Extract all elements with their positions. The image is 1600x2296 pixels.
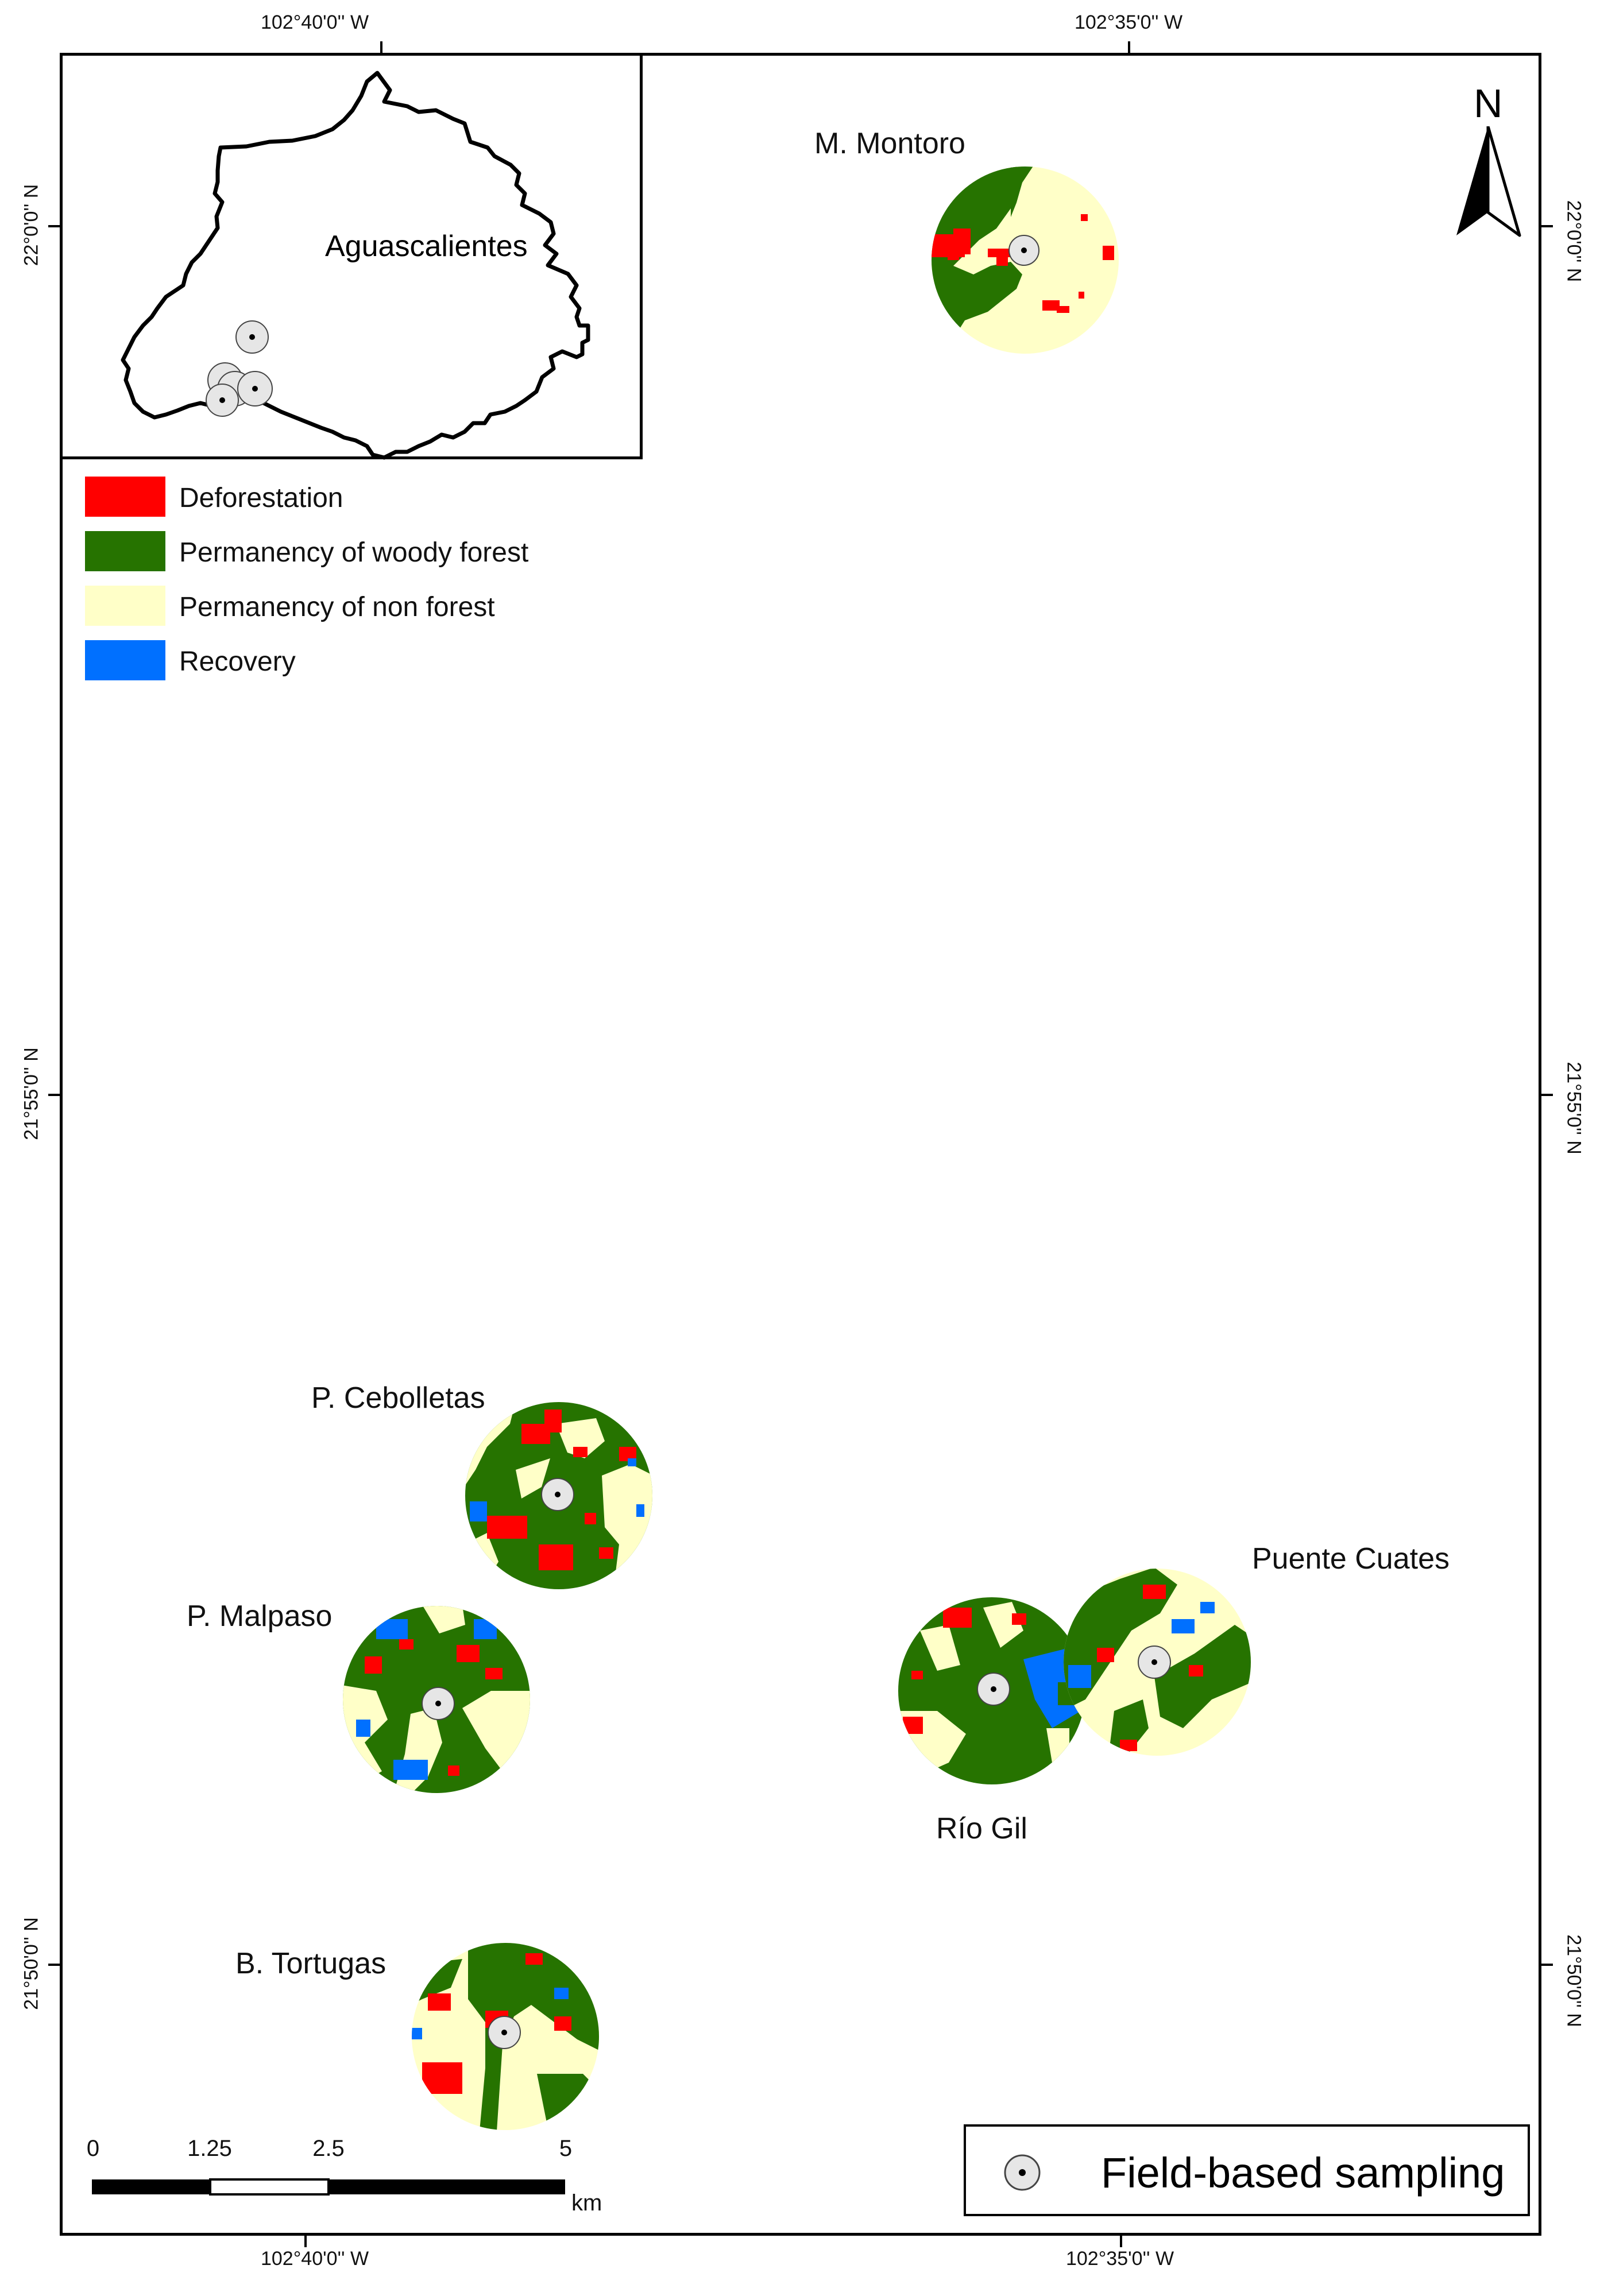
field-sampling-label: Field-based sampling (1101, 2149, 1505, 2197)
field-sampling-legend: Field-based sampling (964, 2124, 1530, 2216)
coord-left-top: 22°0'0'' N (20, 184, 42, 266)
site-label-rio-gil: Río Gil (936, 1812, 1027, 1845)
tick (1120, 2236, 1122, 2247)
coord-right-mid: 21°55'0'' N (1563, 1062, 1585, 1155)
tick (48, 1964, 60, 1966)
site-map-montoro (932, 167, 1119, 354)
site-label-puente-cuates: Puente Cuates (1252, 1542, 1450, 1575)
site-label-montoro: M. Montoro (814, 127, 965, 160)
sampling-point-icon (1004, 2154, 1041, 2191)
legend-swatch (85, 477, 165, 517)
scale-tick-label: 5 (559, 2136, 573, 2161)
tick (1541, 1964, 1553, 1966)
site-label-malpaso: P. Malpaso (187, 1600, 333, 1633)
legend-label: Deforestation (179, 483, 343, 513)
inset-state-outline (121, 71, 590, 460)
tick (48, 1094, 60, 1096)
tick (1541, 1094, 1553, 1096)
coord-bottom-left: 102°40'0'' W (260, 2248, 369, 2270)
coord-right-top: 22°0'0'' N (1563, 200, 1585, 282)
site-map-tortugas (412, 1943, 599, 2130)
north-arrow-icon (1456, 126, 1521, 237)
scale-bar (92, 2178, 565, 2196)
legend-item-deforestation: Deforestation (80, 477, 597, 517)
coord-top-left: 102°40'0'' W (260, 11, 369, 33)
legend-item-nonforest: Permanency of non forest (80, 586, 597, 626)
north-letter: N (1474, 81, 1503, 126)
scale-tick-label: 2.5 (312, 2136, 345, 2161)
scale-tick-label: 1.25 (187, 2136, 232, 2161)
map-frame (60, 53, 1541, 2236)
inset-map: Aguascalientes (60, 53, 643, 460)
site-label-cebolletas: P. Cebolletas (311, 1381, 485, 1415)
legend-label: Permanency of non forest (179, 592, 495, 622)
legend-item-woody: Permanency of woody forest (80, 531, 597, 571)
site-map-cebolletas (465, 1402, 652, 1589)
site-map-malpaso (343, 1606, 530, 1793)
legend-item-recovery: Recovery (80, 640, 597, 680)
inset-label: Aguascalientes (325, 230, 528, 263)
site-label-tortugas: B. Tortugas (235, 1947, 387, 1980)
site-map-puente-cuates (1064, 1569, 1251, 1756)
tick (380, 41, 382, 53)
legend-swatch (85, 586, 165, 626)
tick (48, 225, 60, 227)
tick (1128, 41, 1130, 53)
tick (304, 2236, 307, 2247)
legend-swatch (85, 640, 165, 680)
coord-top-right: 102°35'0'' W (1074, 11, 1183, 33)
legend-swatch (85, 531, 165, 571)
legend-label: Permanency of woody forest (179, 537, 529, 568)
coord-bottom-right: 102°35'0'' W (1065, 2248, 1174, 2270)
legend-label: Recovery (179, 646, 296, 677)
tick (1541, 225, 1553, 227)
coord-left-bottom: 21°50'0'' N (20, 1917, 42, 2010)
coord-right-bottom: 21°50'0'' N (1563, 1934, 1585, 2027)
coord-left-mid: 21°55'0'' N (20, 1047, 42, 1140)
scale-tick-label: 0 (86, 2136, 100, 2161)
site-map-rio-gil (898, 1597, 1085, 1784)
scale-unit: km (571, 2190, 602, 2216)
